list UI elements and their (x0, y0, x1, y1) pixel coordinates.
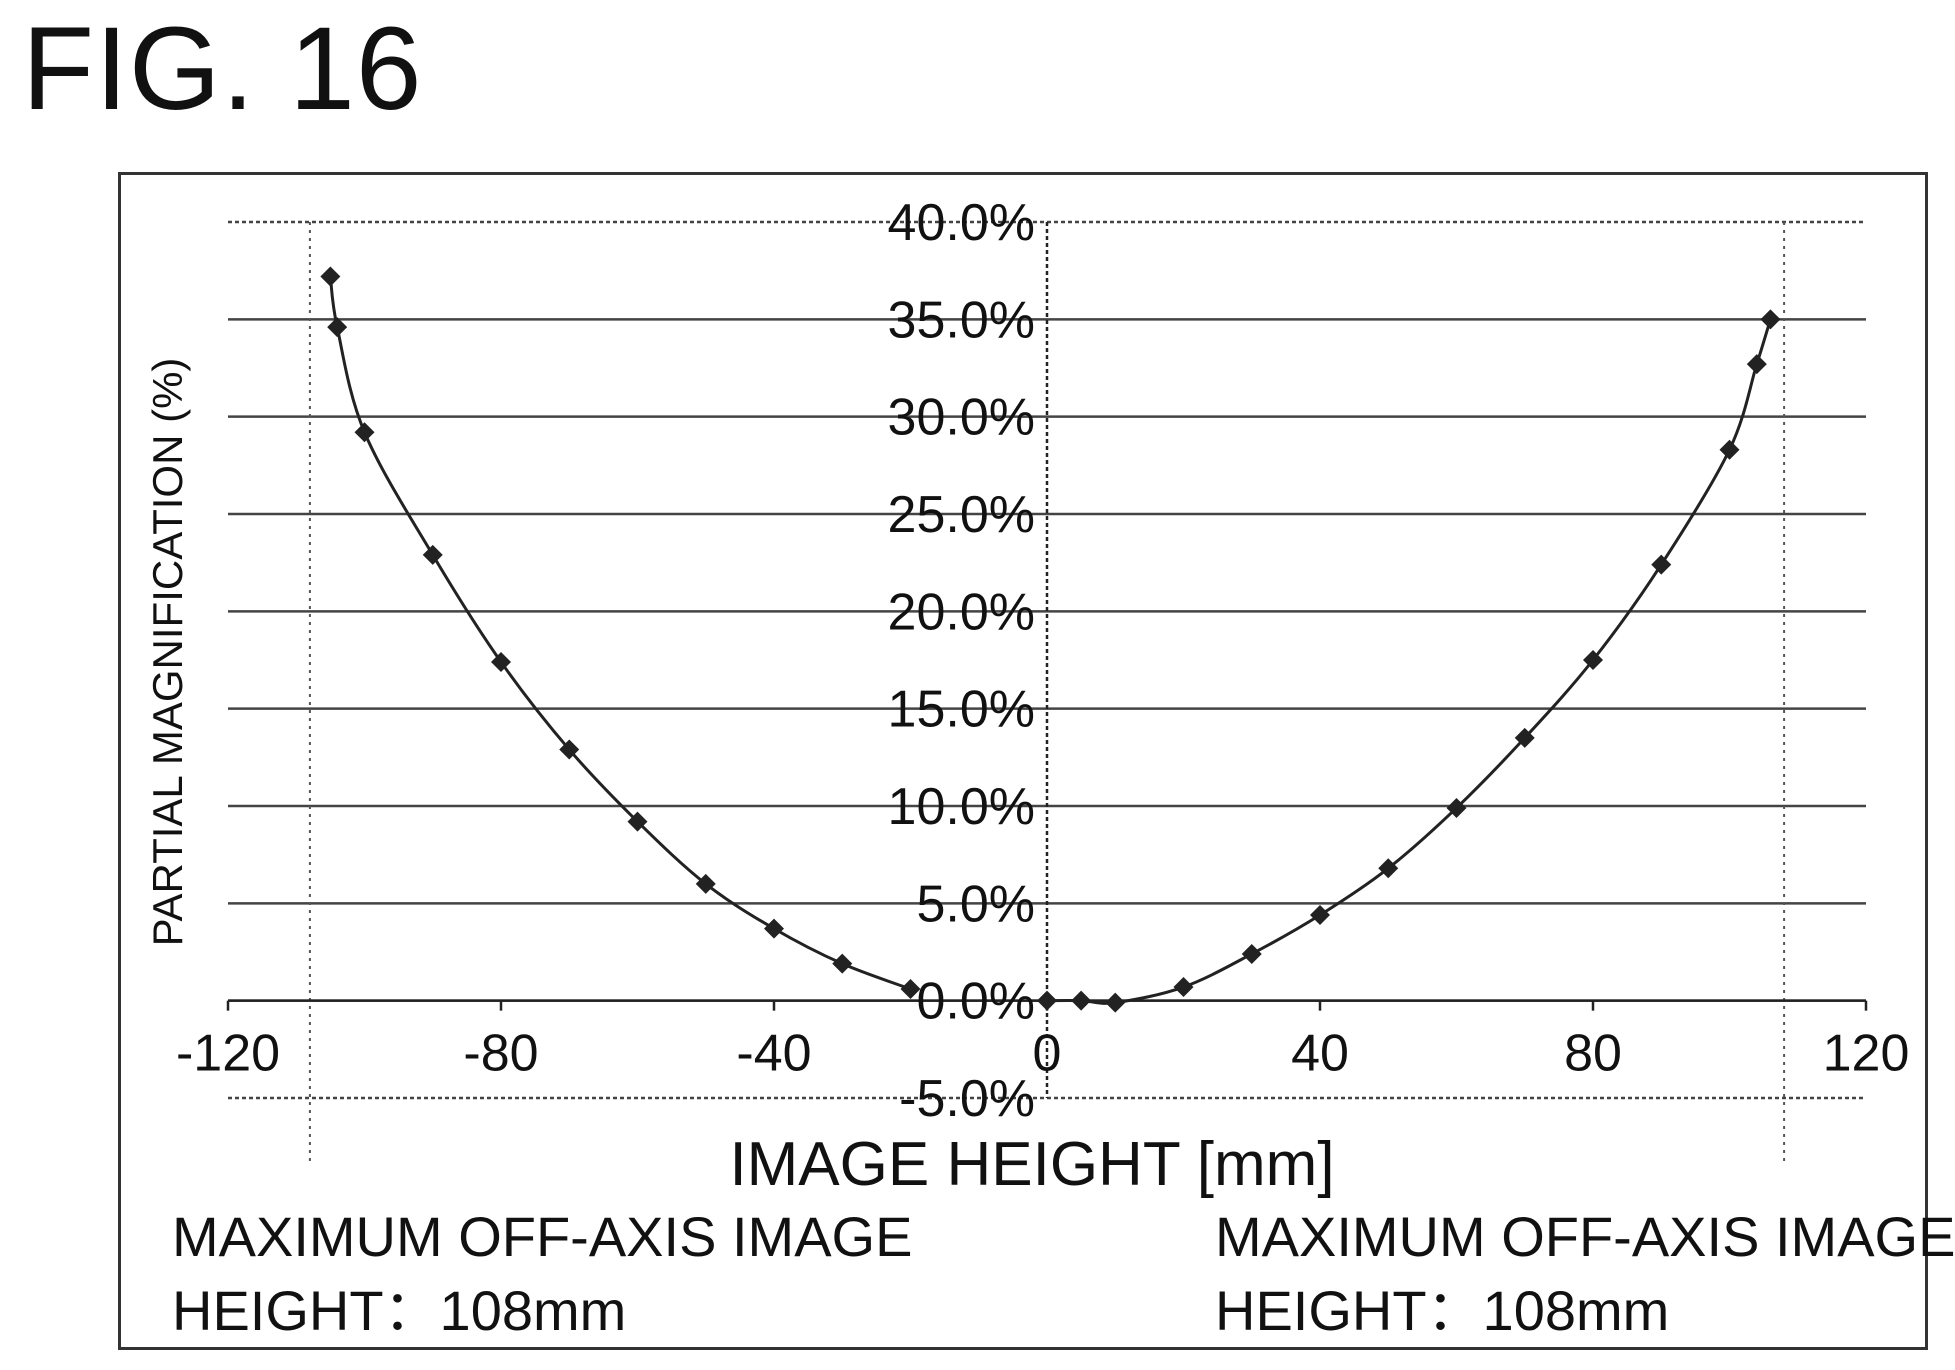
x-axis-label: IMAGE HEIGHT [mm] (729, 1130, 1334, 1199)
data-point (1514, 727, 1535, 748)
note-right-line1: MAXIMUM OFF-AXIS IMAGE (1215, 1205, 1955, 1268)
chart-axes (226, 222, 1868, 1098)
y-tick-label: 40.0% (888, 194, 1035, 252)
y-tick-label: 15.0% (888, 681, 1035, 739)
figure-title: FIG. 16 (22, 3, 423, 135)
y-tick-label: 35.0% (888, 291, 1035, 349)
y-tick-label: 5.0% (916, 875, 1035, 933)
data-point (422, 544, 443, 565)
data-point (1583, 650, 1603, 670)
note-left: MAXIMUM OFF-AXIS IMAGE HEIGHT：108mm (172, 1200, 912, 1348)
y-tick-label: 0.0% (916, 973, 1035, 1031)
x-tick-label: 120 (1823, 1025, 1910, 1083)
y-tick-label: 10.0% (888, 778, 1035, 836)
data-point (1378, 858, 1399, 879)
note-right-line2: HEIGHT：108mm (1215, 1279, 1670, 1342)
data-point (1446, 797, 1467, 818)
x-tick-label: 40 (1291, 1025, 1349, 1083)
series-line-0 (328, 276, 912, 991)
data-point (1651, 554, 1672, 575)
data-point (1037, 990, 1057, 1011)
x-tick-label: -80 (463, 1025, 538, 1083)
y-tick-label: -5.0% (899, 1070, 1035, 1128)
data-point (1071, 990, 1092, 1011)
note-left-line2: HEIGHT：108mm (172, 1279, 627, 1342)
data-point (1719, 439, 1740, 460)
data-point (1760, 309, 1781, 330)
note-right: MAXIMUM OFF-AXIS IMAGE HEIGHT：108mm (1215, 1200, 1955, 1348)
data-point (354, 422, 375, 443)
chart-ticks: -120 -80 -40 0 40 80 120 -5.0% 0.0% 5.0% 10.0% 15.0… (176, 194, 1909, 1128)
data-point (1105, 992, 1126, 1013)
data-point (1310, 905, 1330, 926)
y-tick-label: 30.0% (888, 389, 1035, 447)
data-point (627, 811, 648, 832)
data-point (491, 651, 511, 672)
data-point (764, 918, 784, 939)
data-point (559, 739, 580, 760)
x-tick-label: -120 (176, 1025, 280, 1083)
note-left-line1: MAXIMUM OFF-AXIS IMAGE (172, 1205, 913, 1268)
data-point (695, 873, 716, 894)
data-point (1241, 943, 1262, 964)
chart-series (320, 266, 1781, 1013)
x-tick-label: 0 (1033, 1025, 1062, 1083)
y-tick-label: 20.0% (888, 583, 1035, 641)
x-tick-label: 80 (1564, 1025, 1622, 1083)
x-tick-label: -40 (736, 1025, 811, 1083)
data-point (327, 317, 348, 338)
data-point (832, 953, 853, 974)
data-point (1173, 977, 1194, 998)
chart-frame (118, 172, 1928, 1350)
y-axis-label: PARTIAL MAGNIFICATION (%) (144, 358, 191, 947)
data-point (1746, 354, 1767, 375)
data-point (900, 978, 921, 999)
y-tick-label: 25.0% (888, 486, 1035, 544)
series-line-1 (1046, 318, 1772, 1005)
data-point (320, 266, 341, 287)
